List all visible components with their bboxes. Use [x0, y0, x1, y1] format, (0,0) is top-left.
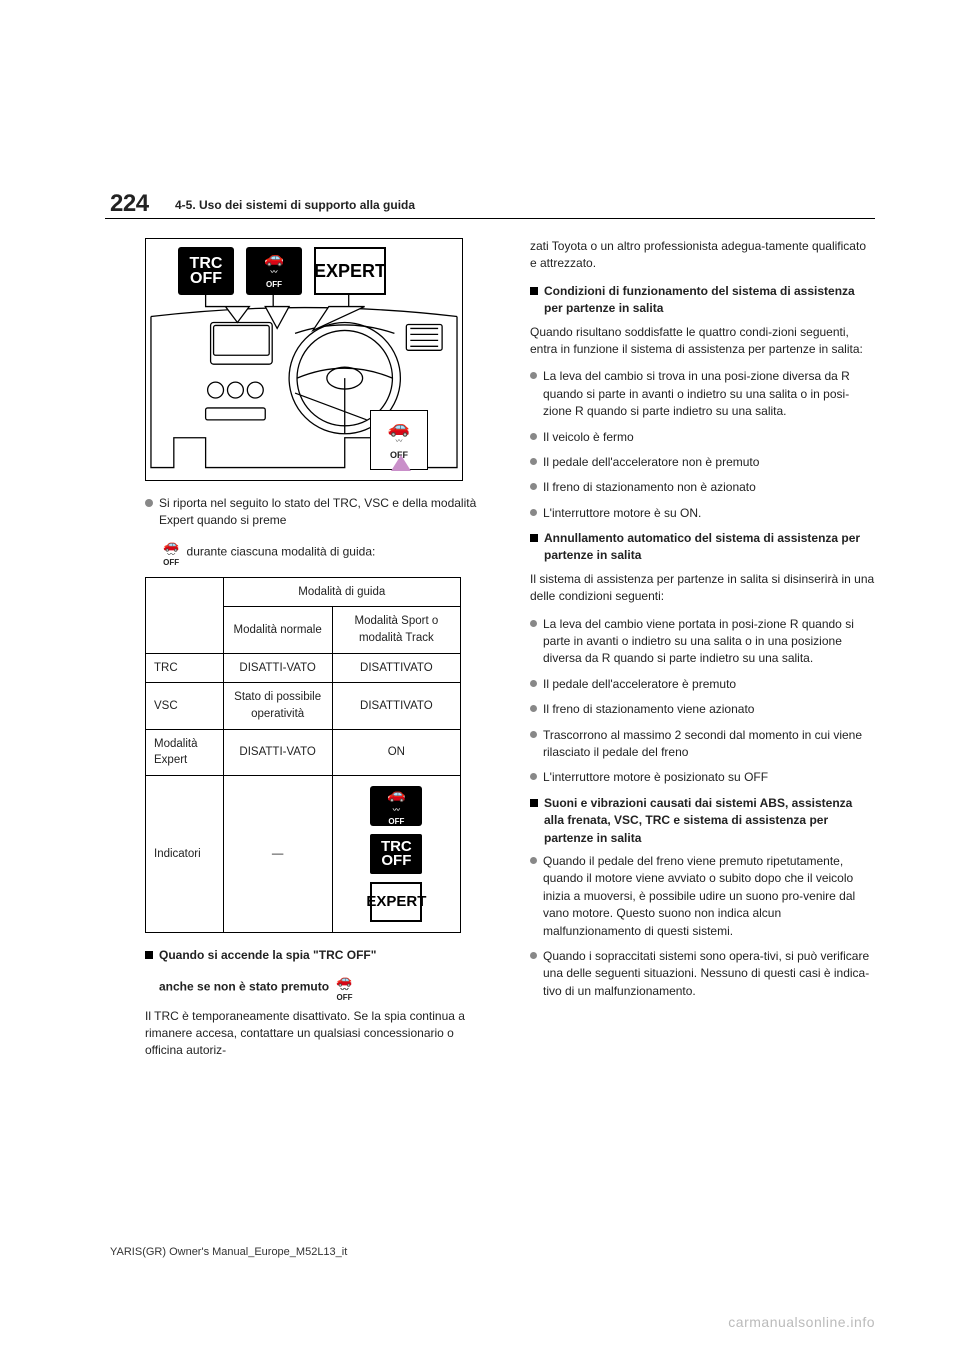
rc3-text: Il freno di stazionamento viene azionato — [543, 701, 754, 718]
rd2-text: Quando i sopraccitati sistemi sono opera… — [543, 948, 875, 1000]
ind-trcoff-icon: TRC OFF — [370, 834, 422, 874]
inline-vsc-off-icon: 🚗〰OFF — [336, 973, 352, 1002]
rb4-text: Il freno di stazionamento non è azionato — [543, 479, 756, 496]
left-p1: Si riporta nel seguito lo stato del TRC,… — [159, 496, 476, 527]
right-p1: Quando risultano soddisfatte le quattro … — [530, 324, 875, 359]
vsc-off-button-icon: 🚗〰OFF — [163, 538, 179, 567]
rc1: La leva del cambio viene portata in posi… — [530, 616, 875, 668]
exp-normal: DISATTI-VATO — [223, 729, 332, 775]
th-mode: Modalità di guida — [223, 577, 460, 607]
trc-off-text: OFF — [190, 271, 222, 286]
rc1-text: La leva del cambio viene portata in posi… — [543, 616, 875, 668]
row-trc: TRC — [146, 653, 224, 683]
expert-badge: EXPERT — [314, 247, 386, 295]
left-sq1b: anche se non è stato premuto — [159, 979, 332, 993]
row-indicators: Indicatori — [146, 776, 224, 933]
right-sq-3: Suoni e vibrazioni causati dai sistemi A… — [530, 795, 875, 847]
zoom-car-icon: 🚗 — [388, 418, 410, 436]
left-column: TRC OFF 🚗 〰 OFF EXPERT 🚗 〰 OFF — [145, 238, 490, 1070]
right-p0: zati Toyota o un altro professionista ad… — [530, 238, 875, 273]
rc3: Il freno di stazionamento viene azionato — [530, 701, 875, 718]
rd1-text: Quando il pedale del freno viene premuto… — [543, 853, 875, 940]
rc2: Il pedale dell'acceleratore è premuto — [530, 676, 875, 693]
rc5-text: L'interruttore motore è posizionato su O… — [543, 769, 768, 786]
ind-sport-cell: 🚗〰 OFF TRC OFF EXPERT — [332, 776, 460, 933]
ind-trc2: OFF — [381, 854, 411, 868]
trc-off-badge: TRC OFF — [178, 247, 234, 295]
left-bullet-1: Si riporta nel seguito lo stato del TRC,… — [145, 495, 490, 567]
rb5: L'interruttore motore è su ON. — [530, 505, 875, 522]
car-skid-lines-icon: 〰 — [271, 268, 278, 278]
sq1-text: Condizioni di funzionamento del sistema … — [544, 283, 875, 318]
th-sport: Modalità Sport o modalità Track — [332, 607, 460, 653]
mode-table: Modalità di guida Modalità normale Modal… — [145, 577, 461, 933]
rb5-text: L'interruttore motore è su ON. — [543, 505, 701, 522]
car-skid-icon: 🚗 — [264, 251, 284, 267]
dashboard-figure: TRC OFF 🚗 〰 OFF EXPERT 🚗 〰 OFF — [145, 238, 463, 481]
right-sq-2: Annullamento automatico del sistema di a… — [530, 530, 875, 565]
rd1: Quando il pedale del freno viene premuto… — [530, 853, 875, 940]
rc2-text: Il pedale dell'acceleratore è premuto — [543, 676, 736, 693]
footer-watermark: carmanualsonline.info — [728, 1314, 875, 1330]
exp-sport: ON — [332, 729, 460, 775]
trc-sport: DISATTIVATO — [332, 653, 460, 683]
section-title: 4-5. Uso dei sistemi di supporto alla gu… — [175, 198, 415, 212]
footer-manual-id: YARIS(GR) Owner's Manual_Europe_M52L13_i… — [110, 1246, 347, 1258]
left-sq1: Quando si accende la spia "TRC OFF" — [159, 948, 376, 962]
rb1: La leva del cambio si trova in una posi-… — [530, 368, 875, 420]
left-p1b: durante ciascuna modalità di guida: — [187, 544, 376, 558]
press-arrow-icon — [391, 455, 411, 471]
button-zoom-box: 🚗 〰 OFF — [370, 410, 428, 470]
rb2: Il veicolo è fermo — [530, 429, 875, 446]
rb2-text: Il veicolo è fermo — [543, 429, 634, 446]
trc-normal: DISATTI-VATO — [223, 653, 332, 683]
right-p2: Il sistema di assistenza per partenze in… — [530, 571, 875, 606]
trc-text: TRC — [190, 256, 223, 271]
rd2: Quando i sopraccitati sistemi sono opera… — [530, 948, 875, 1000]
sq2-text: Annullamento automatico del sistema di a… — [544, 530, 875, 565]
rb3: Il pedale dell'acceleratore non è premut… — [530, 454, 875, 471]
car-off-badge: 🚗 〰 OFF — [246, 247, 302, 295]
ind-normal: — — [223, 776, 332, 933]
ind-caroff-icon: 🚗〰 OFF — [370, 786, 422, 826]
rc4: Trascorrono al massimo 2 secondi dal mom… — [530, 727, 875, 762]
ind-expert-icon: EXPERT — [370, 882, 422, 922]
right-column: zati Toyota o un altro professionista ad… — [530, 238, 875, 1070]
rc5: L'interruttore motore è posizionato su O… — [530, 769, 875, 786]
rc4-text: Trascorrono al massimo 2 secondi dal mom… — [543, 727, 875, 762]
car-off-text: OFF — [266, 279, 282, 291]
page-number: 224 — [110, 190, 149, 218]
rb3-text: Il pedale dell'acceleratore non è premut… — [543, 454, 759, 471]
left-sq-1: Quando si accende la spia "TRC OFF" anch… — [145, 947, 490, 1001]
vsc-normal: Stato di possibile operatività — [223, 683, 332, 729]
header-rule — [105, 218, 875, 219]
th-normal: Modalità normale — [223, 607, 332, 653]
ind-caroff-text: OFF — [388, 816, 404, 828]
sq3-text: Suoni e vibrazioni causati dai sistemi A… — [544, 795, 875, 847]
row-expert: Modalità Expert — [146, 729, 224, 775]
row-vsc: VSC — [146, 683, 224, 729]
rb4: Il freno di stazionamento non è azionato — [530, 479, 875, 496]
rb1-text: La leva del cambio si trova in una posi-… — [543, 368, 875, 420]
left-p2: Il TRC è temporaneamente disattivato. Se… — [145, 1008, 490, 1060]
right-sq-1: Condizioni di funzionamento del sistema … — [530, 283, 875, 318]
zoom-skid-icon: 〰 — [396, 437, 403, 447]
vsc-sport: DISATTIVATO — [332, 683, 460, 729]
